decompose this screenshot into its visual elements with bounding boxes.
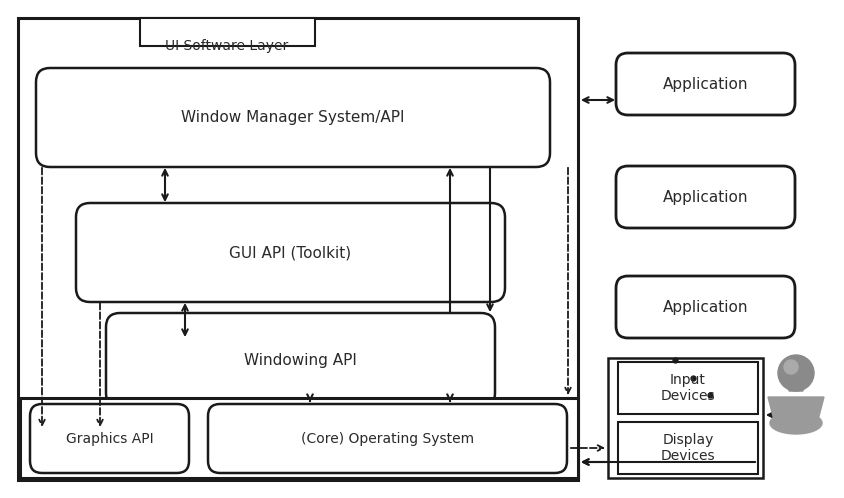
Text: Display
Devices: Display Devices xyxy=(661,433,716,463)
Bar xyxy=(618,422,758,474)
Polygon shape xyxy=(789,379,803,391)
FancyBboxPatch shape xyxy=(616,53,795,115)
Bar xyxy=(140,18,315,46)
Text: UI Software Layer: UI Software Layer xyxy=(165,39,289,53)
Text: Input
Devices: Input Devices xyxy=(661,373,716,403)
FancyBboxPatch shape xyxy=(76,203,505,302)
Text: Graphics API: Graphics API xyxy=(66,431,154,446)
Polygon shape xyxy=(768,397,824,420)
Text: (Core) Operating System: (Core) Operating System xyxy=(301,431,474,446)
Text: Application: Application xyxy=(663,299,749,315)
Text: Window Manager System/API: Window Manager System/API xyxy=(181,110,405,125)
Circle shape xyxy=(778,355,814,391)
FancyBboxPatch shape xyxy=(30,404,189,473)
Bar xyxy=(20,398,578,478)
Text: Windowing API: Windowing API xyxy=(244,353,357,368)
FancyBboxPatch shape xyxy=(106,313,495,407)
Text: GUI API (Toolkit): GUI API (Toolkit) xyxy=(230,245,352,260)
FancyBboxPatch shape xyxy=(208,404,567,473)
Text: Application: Application xyxy=(663,77,749,92)
Bar xyxy=(618,362,758,414)
Circle shape xyxy=(784,360,798,374)
FancyBboxPatch shape xyxy=(616,276,795,338)
Ellipse shape xyxy=(770,412,822,434)
Bar xyxy=(608,358,763,478)
FancyBboxPatch shape xyxy=(36,68,550,167)
Bar xyxy=(18,18,578,480)
FancyBboxPatch shape xyxy=(616,166,795,228)
Text: Application: Application xyxy=(663,190,749,205)
